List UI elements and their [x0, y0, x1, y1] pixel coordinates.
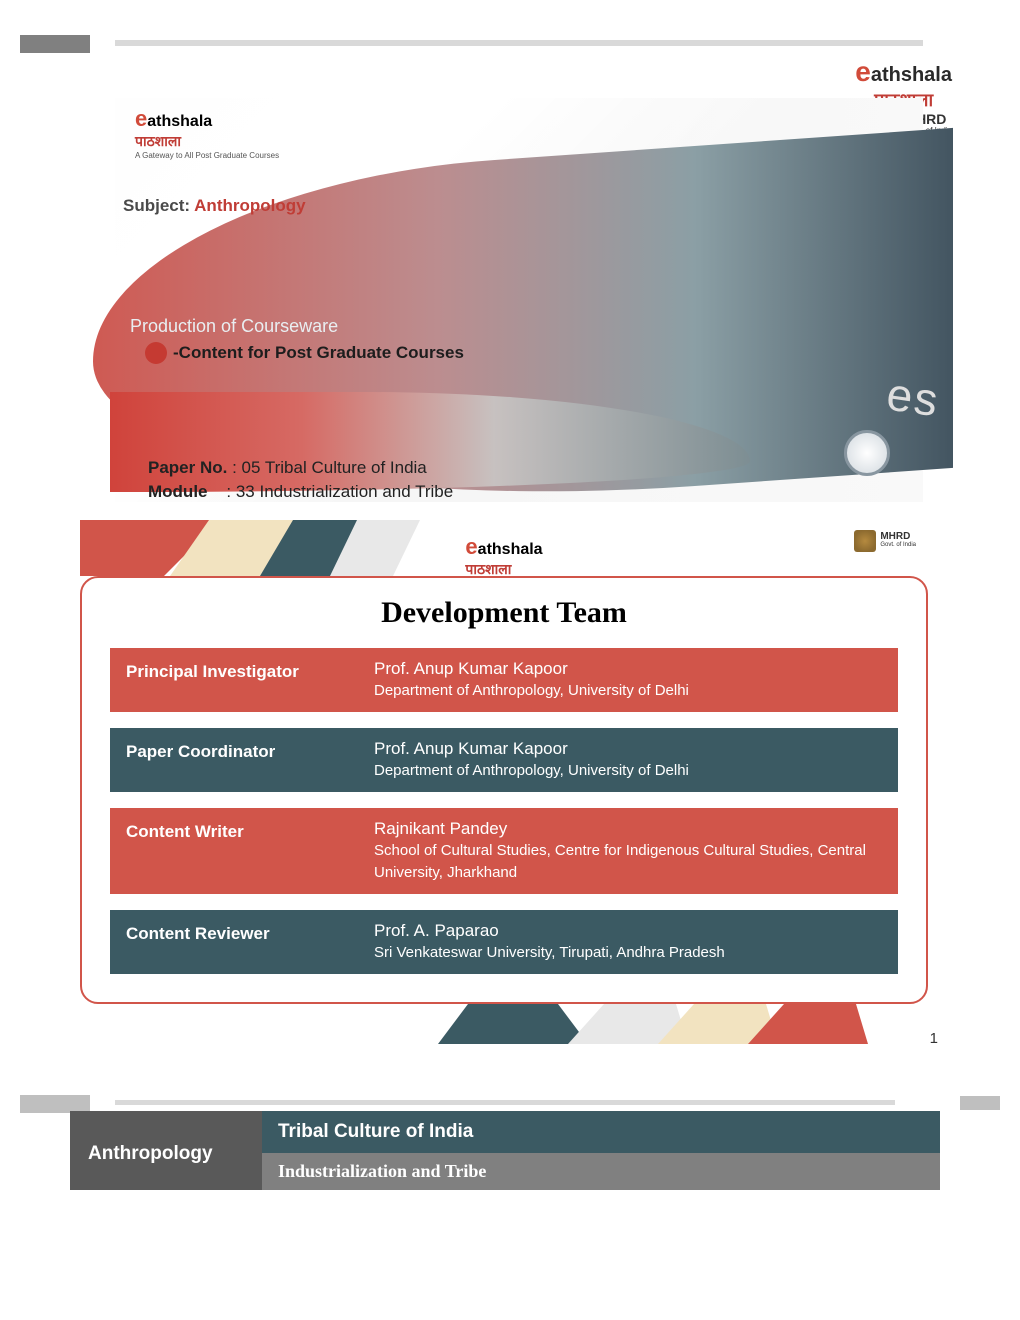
content-line: -Content for Post Graduate Courses	[145, 342, 464, 364]
logo-epathshala-team: eathshala पाठशाला	[465, 534, 542, 579]
team-row: Paper Coordinator Prof. Anup Kumar Kapoo…	[110, 728, 898, 792]
logo-name-en: athshala	[147, 113, 212, 130]
team-row: Content Writer Rajnikant Pandey School o…	[110, 808, 898, 894]
person-dept: School of Cultural Studies, Centre for I…	[374, 840, 884, 884]
decor-bar-top-left	[20, 35, 90, 53]
mhrd-logo-small: MHRDGovt. of India	[854, 530, 916, 552]
role-info: Prof. A. Paparao Sri Venkateswar Univers…	[360, 910, 898, 974]
role-info: Prof. Anup Kumar Kapoor Department of An…	[360, 728, 898, 792]
role-label: Paper Coordinator	[110, 728, 360, 792]
module-label: Module	[148, 482, 208, 501]
person-dept: Department of Anthropology, University o…	[374, 680, 884, 702]
person-name: Prof. Anup Kumar Kapoor	[374, 738, 884, 760]
person-dept: Sri Venkateswar University, Tirupati, An…	[374, 942, 884, 964]
role-info: Rajnikant Pandey School of Cultural Stud…	[360, 808, 898, 894]
production-line: Production of Courseware	[130, 316, 338, 337]
footer-course-title: Tribal Culture of India	[262, 1111, 940, 1153]
logo-epathshala-banner: eathshala पाठशाला A Gateway to All Post …	[135, 106, 279, 160]
page-number: 1	[930, 1030, 938, 1047]
decor-rule-top	[115, 40, 923, 46]
decor-triangle	[438, 1004, 588, 1044]
chakra-icon	[844, 430, 890, 476]
team-row: Principal Investigator Prof. Anup Kumar …	[110, 648, 898, 712]
logo-prefix: e	[135, 106, 147, 131]
team-footer-decor	[80, 1004, 928, 1044]
bullet-icon	[145, 342, 167, 364]
logo-name-en: athshala	[478, 541, 543, 558]
person-dept: Department of Anthropology, University o…	[374, 760, 884, 782]
footer-module-title: Industrialization and Tribe	[262, 1153, 940, 1190]
footer: Anthropology Tribal Culture of India Ind…	[70, 1111, 940, 1190]
role-label: Principal Investigator	[110, 648, 360, 712]
team-title: Development Team	[110, 596, 898, 630]
paper-module-meta: Paper No. : 05 Tribal Culture of India M…	[148, 456, 453, 504]
paper-no-label: Paper No.	[148, 458, 227, 477]
person-name: Rajnikant Pandey	[374, 818, 884, 840]
subject-label: Subject:	[123, 196, 190, 215]
emblem-icon	[854, 530, 876, 552]
footer-subject: Anthropology	[70, 1111, 262, 1190]
team-card: Development Team Principal Investigator …	[80, 576, 928, 1004]
logo-prefix: e	[855, 56, 871, 87]
role-label: Content Reviewer	[110, 910, 360, 974]
logo-prefix: e	[465, 534, 477, 559]
role-label: Content Writer	[110, 808, 360, 894]
logo-tagline: A Gateway to All Post Graduate Courses	[135, 151, 279, 160]
content-line-text: -Content for Post Graduate Courses	[173, 343, 464, 363]
logo-name-en: athshala	[871, 64, 952, 86]
decor-rule-bottom	[115, 1100, 895, 1105]
footer-right: Tribal Culture of India Industrializatio…	[262, 1111, 940, 1190]
team-section: eathshala पाठशाला MHRDGovt. of India Dev…	[80, 520, 928, 1044]
person-name: Prof. Anup Kumar Kapoor	[374, 658, 884, 680]
decor-bar-bottom-right	[960, 1096, 1000, 1110]
team-row: Content Reviewer Prof. A. Paparao Sri Ve…	[110, 910, 898, 974]
team-header-decor: eathshala पाठशाला MHRDGovt. of India	[80, 520, 928, 576]
mhrd-sub: Govt. of India	[880, 541, 916, 550]
role-info: Prof. Anup Kumar Kapoor Department of An…	[360, 648, 898, 712]
person-name: Prof. A. Paparao	[374, 920, 884, 942]
watermark-text: es	[884, 367, 944, 428]
logo-name-hi: पाठशाला	[135, 132, 279, 151]
header-banner: eathshala पाठशाला A Gateway to All Post …	[115, 98, 923, 502]
logo-name-hi: पाठशाला	[465, 560, 542, 579]
subject-value: Anthropology	[194, 196, 305, 215]
page: eathshala पाठशाला MHRDGovt. of India An …	[0, 0, 1020, 1320]
subject-line: Subject: Anthropology	[123, 196, 306, 216]
module-value: : 33 Industrialization and Tribe	[226, 482, 453, 501]
paper-no-value: : 05 Tribal Culture of India	[232, 458, 427, 477]
